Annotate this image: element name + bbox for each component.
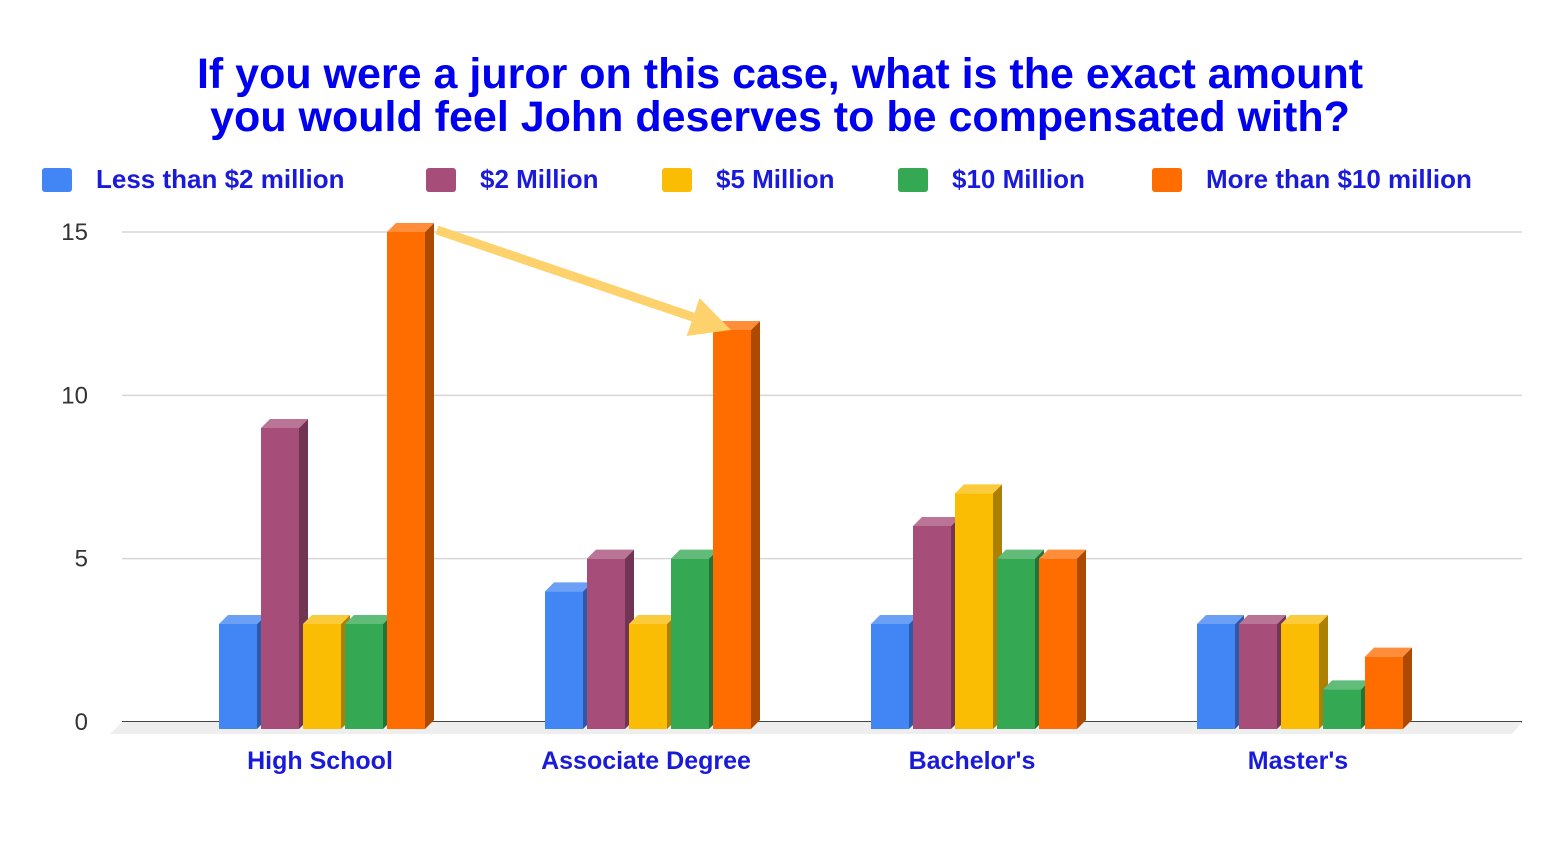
bar-top xyxy=(1365,647,1412,657)
legend-label: $2 Million xyxy=(480,164,598,194)
bar-front xyxy=(871,624,909,729)
bar-top xyxy=(587,549,634,559)
bar xyxy=(587,549,634,729)
bar xyxy=(261,419,308,729)
x-tick-label: High School xyxy=(247,747,393,775)
bar xyxy=(913,517,960,729)
bar xyxy=(871,615,918,729)
bar xyxy=(345,615,392,729)
bar xyxy=(955,484,1002,729)
bar-front xyxy=(587,558,625,729)
legend-swatch xyxy=(1152,168,1182,192)
bar-top xyxy=(671,549,718,559)
bar xyxy=(1039,549,1086,729)
bar xyxy=(1365,647,1412,729)
legend-label: $5 Million xyxy=(716,164,834,194)
bar-top xyxy=(913,517,960,526)
arrow-shaft xyxy=(435,225,695,322)
bar-top xyxy=(261,419,308,428)
bar-side xyxy=(1403,647,1412,729)
bar-front xyxy=(1323,689,1361,729)
plot-floor-shape xyxy=(110,722,1522,734)
legend-swatch xyxy=(426,168,456,192)
bar-front xyxy=(1039,558,1077,729)
bar xyxy=(629,615,676,729)
bar-top xyxy=(345,615,392,624)
bar-top xyxy=(1281,615,1328,624)
bar-front xyxy=(1239,624,1277,729)
bar-front xyxy=(345,624,383,729)
annotation-arrow xyxy=(435,225,731,337)
legend: Less than $2 million $2 Million $5 Million… xyxy=(42,164,1472,194)
bar-front xyxy=(1365,656,1403,729)
bar-top xyxy=(629,615,676,624)
bar-front xyxy=(1281,624,1319,729)
bar-top xyxy=(955,484,1002,494)
bar-front xyxy=(387,232,425,729)
bar xyxy=(219,615,266,729)
bar xyxy=(713,321,760,729)
bar xyxy=(1323,680,1370,729)
bar-front xyxy=(629,624,667,729)
y-tick-label: 15 xyxy=(61,219,88,246)
bar xyxy=(387,223,434,729)
bar-top xyxy=(997,549,1044,559)
y-tick-label: 10 xyxy=(61,382,88,409)
x-axis: High School Associate Degree Bachelor's Mas… xyxy=(247,747,1348,775)
bar-top xyxy=(1197,615,1244,624)
bar-front xyxy=(545,591,583,729)
plot-floor xyxy=(110,722,1522,734)
bar xyxy=(997,549,1044,729)
chart-title-line-1: If you were a juror on this case, what i… xyxy=(197,50,1363,98)
bar xyxy=(303,615,350,729)
bar-front xyxy=(997,558,1035,729)
x-tick-label: Associate Degree xyxy=(541,747,751,775)
bar xyxy=(1239,615,1286,729)
bar-side xyxy=(751,321,760,729)
bar-top xyxy=(1039,549,1086,559)
bars xyxy=(219,223,1412,729)
bar-top xyxy=(1239,615,1286,624)
bar xyxy=(545,582,592,729)
bar xyxy=(1281,615,1328,729)
bar-front xyxy=(955,493,993,729)
bar-front xyxy=(913,526,951,729)
bar xyxy=(671,549,718,729)
x-tick-label: Bachelor's xyxy=(909,747,1036,775)
bar-side xyxy=(425,223,434,729)
bar-front xyxy=(1197,624,1235,729)
bar-front xyxy=(713,330,751,729)
bar-top xyxy=(1323,680,1370,690)
legend-label: More than $10 million xyxy=(1206,164,1472,194)
bar-top xyxy=(219,615,266,624)
x-tick-label: Master's xyxy=(1248,747,1348,775)
bar-front xyxy=(219,624,257,729)
y-tick-label: 0 xyxy=(75,709,88,736)
legend-swatch xyxy=(898,168,928,192)
bar-side xyxy=(1077,549,1086,729)
legend-label: $10 Million xyxy=(952,164,1085,194)
bar xyxy=(1197,615,1244,729)
bar-top xyxy=(871,615,918,624)
bar-top xyxy=(303,615,350,624)
bar-front xyxy=(671,558,709,729)
legend-label: Less than $2 million xyxy=(96,164,345,194)
bar-top xyxy=(545,582,592,592)
legend-swatch xyxy=(42,168,72,192)
chart-title: If you were a juror on this case, what i… xyxy=(197,50,1363,141)
legend-swatch xyxy=(662,168,692,192)
chart-title-line-2: you would feel John deserves to be compe… xyxy=(210,93,1350,141)
bar-front xyxy=(261,428,299,729)
y-tick-label: 5 xyxy=(75,546,88,573)
bar-front xyxy=(303,624,341,729)
arrow-head xyxy=(686,298,731,337)
bar-top xyxy=(387,223,434,232)
